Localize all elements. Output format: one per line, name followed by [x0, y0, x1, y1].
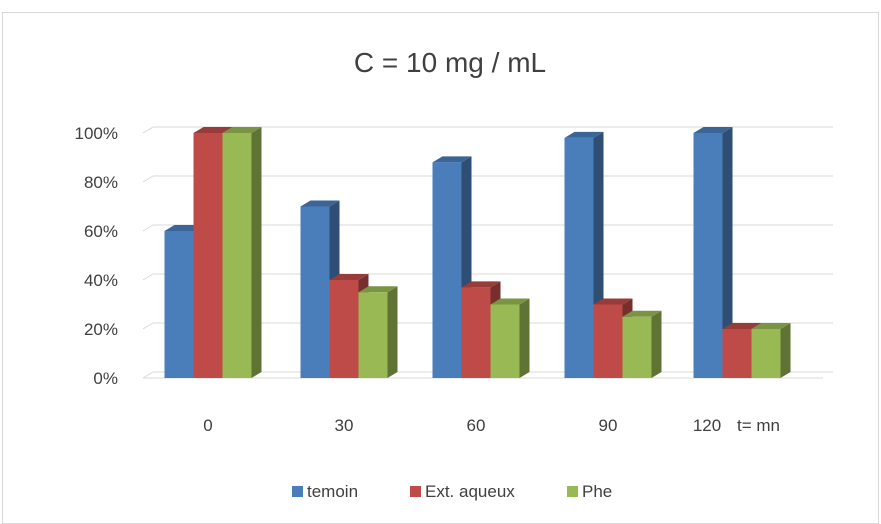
- gridline-side: [142, 273, 154, 281]
- y-tick-label: 40%: [84, 271, 118, 290]
- chart-title: C = 10 mg / mL: [354, 47, 546, 78]
- y-tick-label: 20%: [84, 320, 118, 339]
- x-axis-unit-label: t= mn: [737, 416, 780, 435]
- bar-phe-120: [751, 323, 791, 378]
- y-tick-label: 100%: [75, 124, 118, 143]
- legend-swatch: [292, 486, 303, 497]
- legend-swatch: [410, 486, 421, 497]
- bar-ext-aqueux-120: [722, 323, 762, 378]
- gridline-side: [142, 322, 154, 330]
- gridline-side: [142, 175, 154, 183]
- legend-swatch: [567, 486, 578, 497]
- x-tick-label: 30: [335, 416, 354, 435]
- bar-phe-30: [358, 286, 398, 378]
- gridline-side: [142, 371, 154, 379]
- legend-item: Ext. aqueux: [410, 482, 515, 501]
- legend-label: temoin: [307, 482, 358, 501]
- gridline-side: [142, 126, 154, 134]
- x-tick-label: 90: [599, 416, 618, 435]
- y-tick-label: 60%: [84, 222, 118, 241]
- x-tick-label: 60: [467, 416, 486, 435]
- y-tick-label: 80%: [84, 173, 118, 192]
- y-tick-label: 0%: [93, 369, 118, 388]
- legend-label: Phe: [582, 482, 612, 501]
- bar-phe-60: [490, 298, 530, 378]
- gridline-side: [142, 224, 154, 232]
- legend-item: temoin: [292, 482, 358, 501]
- bar-phe-90: [622, 310, 662, 378]
- bar-phe-0: [222, 127, 262, 378]
- legend-item: Phe: [567, 482, 612, 501]
- x-tick-label: 0: [203, 416, 212, 435]
- bar-temoin-120: [693, 127, 733, 378]
- legend-label: Ext. aqueux: [425, 482, 515, 501]
- x-tick-label: 120: [693, 416, 721, 435]
